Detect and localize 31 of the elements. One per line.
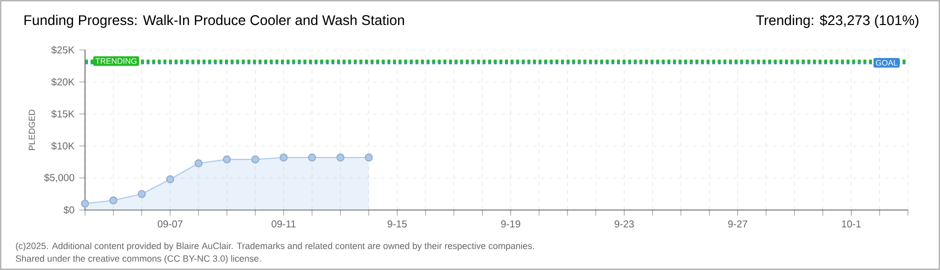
point [308, 154, 316, 162]
y-tick-label: $10K [51, 142, 74, 150]
point [194, 159, 203, 168]
x-tick-label: 9-15 [388, 220, 407, 228]
text: Trending: $23,273 (101%) [756, 14, 918, 28]
y-tick-label: $5,000 [44, 174, 74, 182]
x-tick-label: 9-19 [501, 220, 520, 228]
chart-title: Funding Progress: Walk-In Produce Cooler and Wash Station [24, 14, 404, 28]
x-tick-label: 09-07 [158, 220, 182, 228]
x-tick-label: 9-23 [614, 220, 634, 228]
x-tick-label: 09-11 [272, 220, 296, 228]
y-tick-label: $15K [51, 110, 74, 118]
point [280, 154, 288, 162]
point [166, 175, 174, 184]
y-tick-label: $0 [64, 206, 74, 214]
y-tick-label: $25K [51, 46, 74, 54]
x-tick-label: 9-27 [728, 220, 748, 228]
text: Shared under the creative commons (CC BY-NC 3.0) license. [16, 255, 261, 264]
point [364, 154, 373, 162]
x-tick-label: 10-1 [842, 220, 861, 228]
text: (c)2025. Additional content provided by Blaire AuClair. Trademarks and related content are owned by their respective companies. [16, 242, 534, 251]
ref-line-label: TRENDING [95, 58, 136, 64]
y-axis-title: PLEDGED [28, 110, 35, 150]
point [81, 200, 90, 208]
point [222, 155, 231, 164]
y-tick-label: $20K [51, 78, 74, 86]
point [336, 154, 344, 162]
point [138, 190, 146, 198]
ref-line-label: GOAL [876, 60, 898, 66]
point [109, 196, 118, 204]
point [251, 155, 260, 164]
